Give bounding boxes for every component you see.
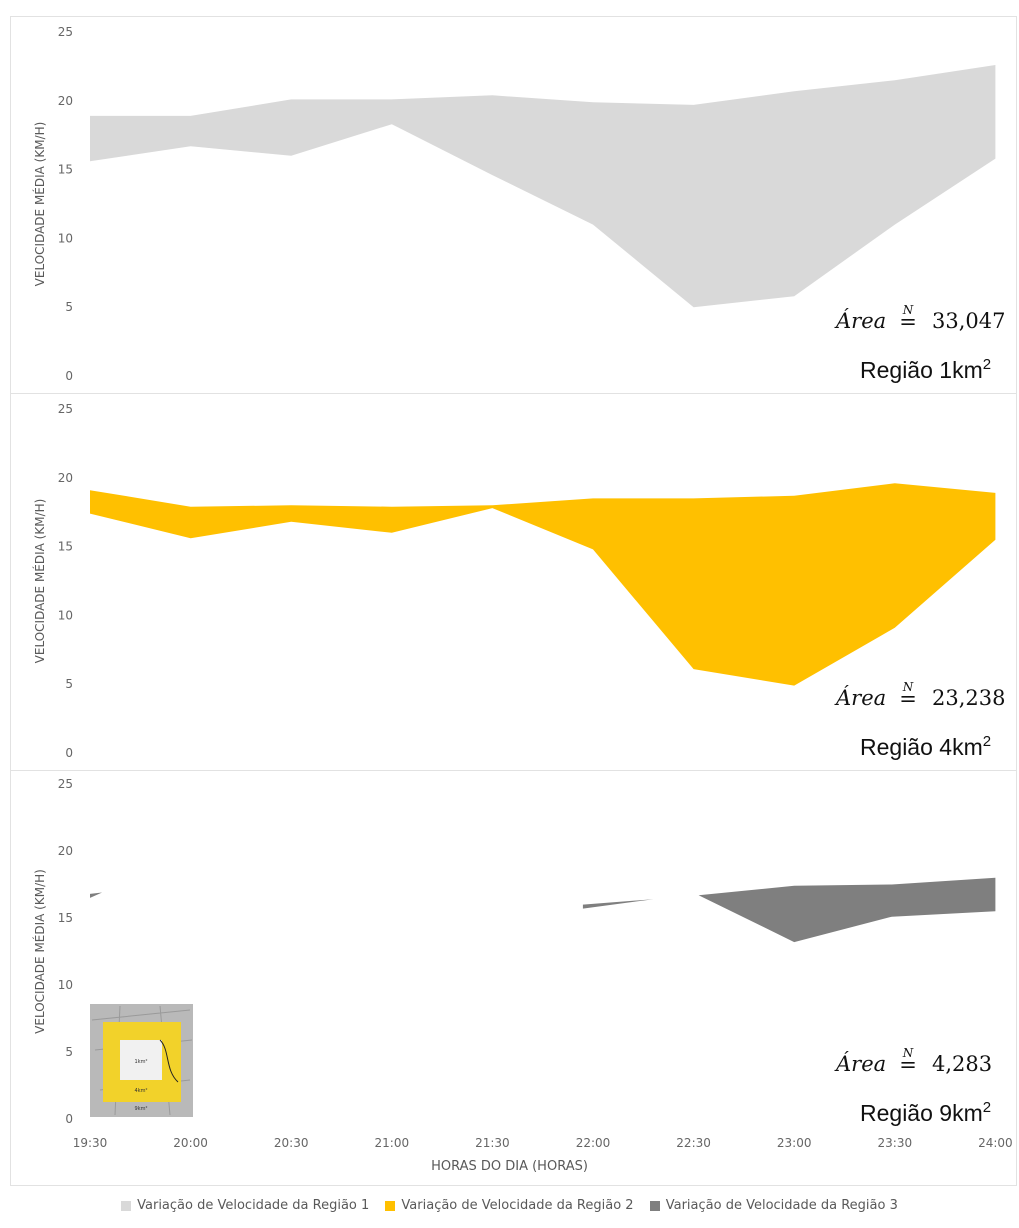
x-tick-label: 24:00 — [978, 1136, 1013, 1150]
y-tick-label: 15 — [58, 540, 73, 554]
area-label: Área — [834, 1052, 886, 1076]
x-tick-label: 23:30 — [878, 1136, 913, 1150]
area-label: Área — [834, 309, 886, 333]
x-tick-label: 22:30 — [676, 1136, 711, 1150]
legend-label-region-2: Variação de Velocidade da Região 2 — [401, 1198, 634, 1213]
area-equals-sign: = — [899, 687, 917, 711]
y-tick-label: 15 — [58, 911, 73, 925]
area-value: 33,047 — [932, 309, 1005, 333]
y-tick-label: 10 — [58, 231, 73, 245]
y-tick-label: 15 — [58, 163, 73, 177]
x-tick-label: 19:30 — [73, 1136, 108, 1150]
legend-swatch-region-3 — [649, 1200, 660, 1211]
y-axis-title: VELOCIDADE MÉDIA (KM/H) — [32, 869, 47, 1034]
legend-label-region-1: Variação de Velocidade da Região 1 — [137, 1198, 370, 1213]
legend-item-region-1: Variação de Velocidade da Região 1 — [121, 1198, 369, 1213]
area-value: 4,283 — [932, 1052, 992, 1076]
area-annotation-region-3: Área N= 4,283 — [834, 1046, 992, 1077]
y-axis-title: VELOCIDADE MÉDIA (KM/H) — [32, 499, 47, 664]
legend: Variação de Velocidade da Região 1 Varia… — [0, 1198, 1019, 1215]
area-band-region-2 — [90, 483, 996, 686]
region-label-region-1: Região 1km2 — [860, 356, 991, 383]
x-tick-label: 22:00 — [576, 1136, 611, 1150]
x-tick-label: 20:30 — [274, 1136, 309, 1150]
area-band-region-1 — [90, 65, 996, 308]
y-tick-label: 25 — [58, 25, 73, 39]
y-tick-label: 0 — [65, 1112, 73, 1126]
legend-swatch-region-1 — [121, 1200, 132, 1211]
region-superscript: 2 — [983, 356, 991, 373]
inset-label-1km: 1km² — [135, 1059, 148, 1065]
area-symbol-n: N — [902, 1046, 914, 1060]
inset-region-1km — [120, 1040, 162, 1080]
y-tick-label: 0 — [65, 746, 73, 760]
y-tick-label: 20 — [58, 844, 73, 858]
area-label: Área — [834, 686, 886, 710]
y-tick-label: 25 — [58, 777, 73, 791]
inset-label-9km: 9km² — [135, 1106, 148, 1112]
region-name: Região 9km — [860, 1100, 983, 1126]
area-symbol-n: N — [902, 303, 914, 317]
x-axis-title: HORAS DO DIA (HORAS) — [431, 1159, 588, 1174]
y-tick-label: 20 — [58, 94, 73, 108]
inset-label-4km: 4km² — [135, 1088, 148, 1094]
region-label-region-2: Região 4km2 — [860, 733, 991, 760]
y-tick-label: 5 — [65, 300, 73, 314]
x-tick-label: 23:00 — [777, 1136, 812, 1150]
area-equals-sign: = — [899, 310, 917, 334]
inset-map: 1km² 4km² 9km² — [90, 1004, 193, 1117]
area-symbol-n: N — [902, 680, 914, 694]
y-tick-label: 5 — [65, 677, 73, 691]
legend-label-region-3: Variação de Velocidade da Região 3 — [665, 1198, 898, 1213]
legend-item-region-3: Variação de Velocidade da Região 3 — [649, 1198, 898, 1213]
region-name: Região 1km — [860, 357, 983, 383]
area-annotation-region-2: Área N= 23,238 — [834, 680, 1005, 711]
area-equals-sign: = — [899, 1053, 917, 1077]
x-tick-label: 20:00 — [173, 1136, 208, 1150]
region-label-region-3: Região 9km2 — [860, 1099, 991, 1126]
y-axis-title: VELOCIDADE MÉDIA (KM/H) — [32, 122, 47, 287]
area-band-region-3-segment-3 — [698, 877, 996, 943]
area-value: 23,238 — [932, 686, 1005, 710]
area-annotation-region-1: Área N= 33,047 — [834, 303, 1005, 334]
region-name: Região 4km — [860, 734, 983, 760]
y-tick-label: 25 — [58, 402, 73, 416]
y-tick-label: 10 — [58, 608, 73, 622]
inset-route-line — [159, 1039, 179, 1083]
legend-item-region-2: Variação de Velocidade da Região 2 — [385, 1198, 634, 1213]
x-tick-label: 21:00 — [375, 1136, 410, 1150]
y-tick-label: 0 — [65, 369, 73, 383]
area-band-region-3-segment-2 — [582, 899, 654, 909]
area-band-region-3-segment-1 — [90, 892, 103, 898]
x-tick-label: 21:30 — [475, 1136, 510, 1150]
y-tick-label: 20 — [58, 471, 73, 485]
region-superscript: 2 — [983, 733, 991, 750]
y-tick-label: 10 — [58, 978, 73, 992]
y-tick-label: 5 — [65, 1045, 73, 1059]
legend-swatch-region-2 — [385, 1200, 396, 1211]
region-superscript: 2 — [983, 1099, 991, 1116]
